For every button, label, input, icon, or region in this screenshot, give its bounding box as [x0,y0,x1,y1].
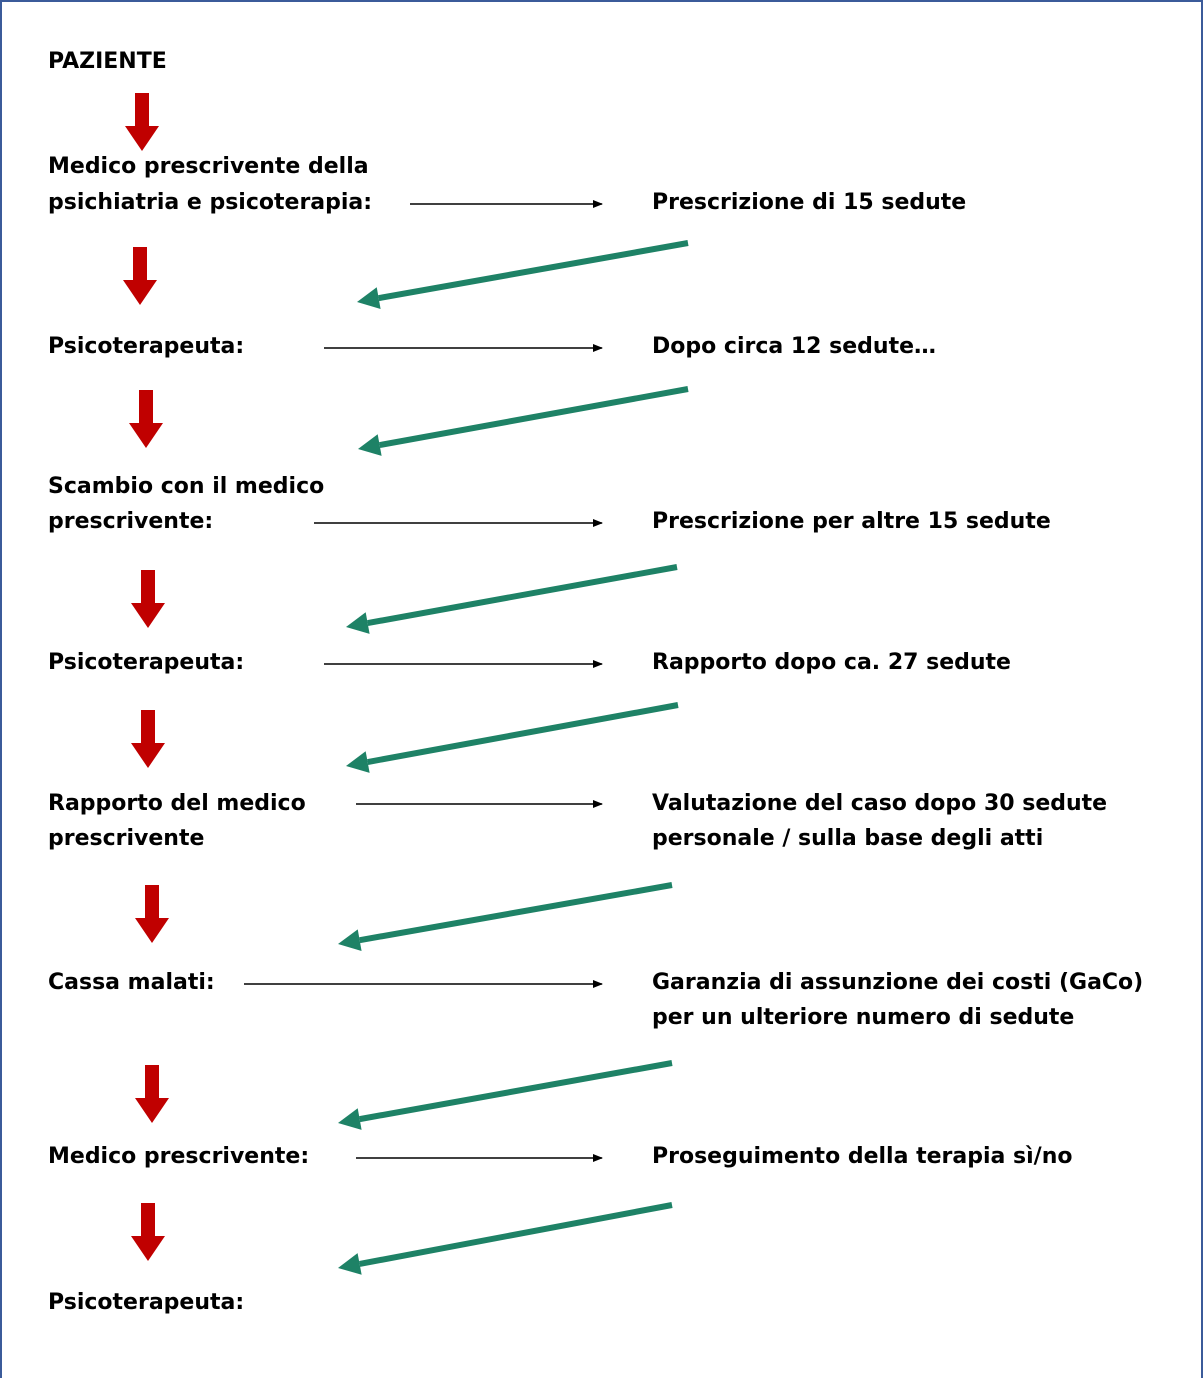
step-label: prescrivente [48,826,205,851]
step-label: Medico prescrivente: [48,1144,310,1169]
return-arrow-head [346,612,370,634]
step-outcome: Dopo circa 12 sedute… [652,334,937,359]
down-arrow [131,1203,165,1261]
return-arrow-head [338,929,362,952]
step-label: Medico prescrivente della [48,154,369,179]
return-arrow-shaft [359,1202,673,1267]
step-label: psichiatria e psicoterapia: [48,190,373,215]
return-arrow [346,564,678,634]
step-label: Psicoterapeuta: [48,1290,245,1315]
return-arrow [338,882,673,952]
return-arrow-shaft [367,564,678,627]
step-label: Psicoterapeuta: [48,650,245,675]
return-arrow-shaft [359,882,673,944]
step-outcome: Prescrizione di 15 sedute [652,190,967,215]
down-arrow [129,390,163,448]
step-label: prescrivente: [48,509,214,534]
step-label-patient: PAZIENTE [48,49,167,74]
return-arrow [358,386,689,456]
return-arrow-shaft [359,1060,673,1123]
return-arrow-head [338,1108,362,1130]
down-arrow [135,885,169,943]
down-arrow [123,247,157,305]
step-label: Scambio con il medico [48,474,325,499]
return-arrow-head [358,434,382,456]
step-outcome: Valutazione del caso dopo 30 sedute [652,791,1108,816]
step-outcome: Garanzia di assunzione dei costi (GaCo) [652,970,1144,995]
step-outcome: per un ulteriore numero di sedute [652,1005,1075,1030]
down-arrow [131,710,165,768]
step-outcome: Proseguimento della terapia sì/no [652,1144,1073,1169]
return-arrow-shaft [378,240,689,302]
return-arrow [338,1202,673,1275]
return-arrow-head [338,1253,362,1275]
return-arrow-head [357,287,381,309]
return-arrow-shaft [379,386,689,449]
step-label: Cassa malati: [48,970,215,995]
down-arrow [135,1065,169,1123]
return-arrow-head [346,751,370,773]
step-outcome: Rapporto dopo ca. 27 sedute [652,650,1011,675]
step-outcome: personale / sulla base degli atti [652,826,1044,851]
return-arrow [357,240,689,309]
return-arrow-shaft [367,702,679,765]
down-arrow [125,93,159,151]
step-outcome: Prescrizione per altre 15 sedute [652,509,1051,534]
step-label: Rapporto del medico [48,791,306,816]
down-arrow [131,570,165,628]
return-arrow [338,1060,673,1130]
step-label: Psicoterapeuta: [48,334,245,359]
return-arrow [346,702,679,773]
